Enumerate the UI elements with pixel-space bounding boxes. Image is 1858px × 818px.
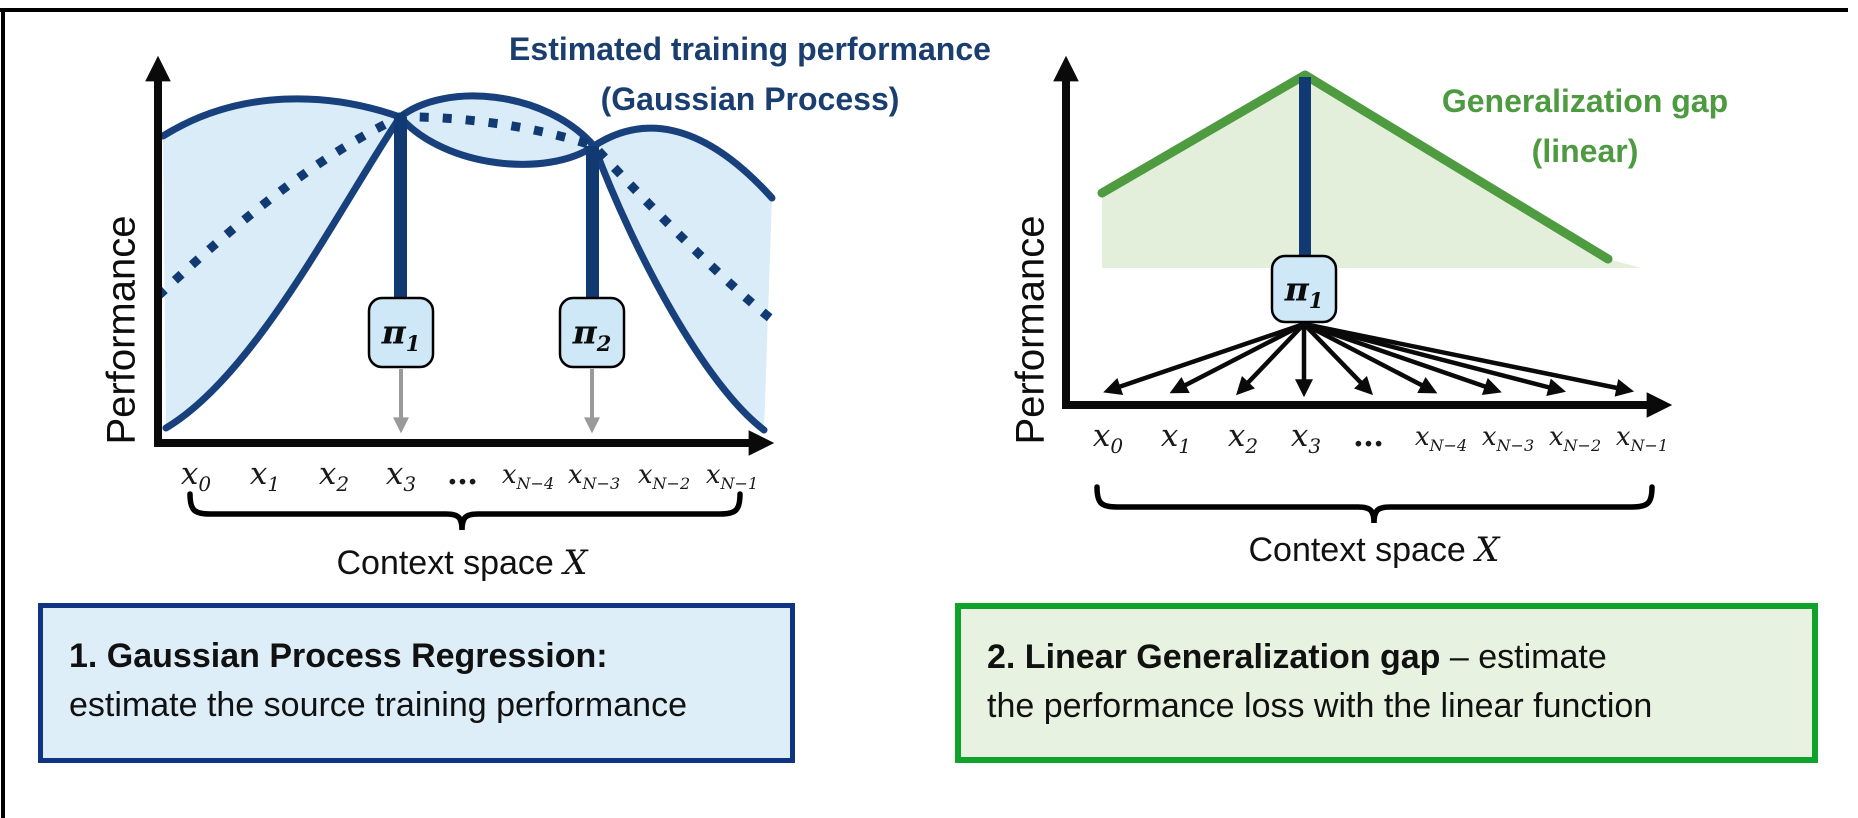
gp-panel-title: Estimated training performance (Gaussian… <box>420 24 1080 124</box>
tick-label: xN−1 <box>1615 422 1669 456</box>
policy1-box-right <box>1270 254 1338 324</box>
y-axis-label-right: Performance <box>1008 215 1053 445</box>
tick-label: xN−4 <box>1414 422 1468 456</box>
caption-gp-regression: 1. Gaussian Process Regression: estimate… <box>38 603 795 763</box>
gap-title-line2: (linear) <box>1531 133 1639 169</box>
caption-gap-line2: the performance loss with the linear fun… <box>987 687 1653 725</box>
tick-label: x3 <box>1290 418 1322 459</box>
gp-title-line1: Estimated training performance <box>509 31 991 67</box>
policy2-bar <box>586 146 599 301</box>
gp-uncertainty-band-right <box>594 128 772 430</box>
caption-generalization-gap: 2. Linear Generalization gap – estimate … <box>955 603 1818 763</box>
policy1-bar <box>394 117 407 301</box>
gp-upper-bound-curve <box>159 95 404 140</box>
gp-plot <box>145 55 776 531</box>
context-space-brace-right <box>1094 484 1655 524</box>
gap-title-line1: Generalization gap <box>1441 83 1729 119</box>
policy2-box <box>558 296 626 369</box>
context-space-label-right: Context space X <box>1248 530 1500 570</box>
gp-lens-top-curve <box>396 92 598 150</box>
policy1-box <box>367 296 435 369</box>
policy2-label: π2 <box>572 312 612 357</box>
tick-label: xN−2 <box>637 460 691 494</box>
policy1-bar-right <box>1299 77 1311 258</box>
context-space-label: Context space X <box>336 543 588 583</box>
tick-label-ellipsis: … <box>447 456 481 492</box>
caption-gp-line2: estimate the source training performance <box>69 686 687 724</box>
tick-label: x0 <box>180 456 212 497</box>
tick-label: x2 <box>318 456 350 497</box>
tick-label: xN−1 <box>705 460 759 494</box>
tick-label: x0 <box>1092 418 1124 459</box>
tick-label: x1 <box>249 456 281 497</box>
gp-title-line2: (Gaussian Process) <box>600 81 900 117</box>
gp-uncertainty-band-left <box>163 98 400 428</box>
tick-label: xN−3 <box>1481 422 1535 456</box>
tick-label-ellipsis: … <box>1353 418 1387 454</box>
gp-lower-bound-curve <box>162 113 404 432</box>
figure-frame-left <box>1 8 5 818</box>
tick-label: xN−4 <box>501 460 555 494</box>
tick-label: xN−3 <box>567 460 621 494</box>
gap-panel-title: Generalization gap (linear) <box>1330 76 1840 176</box>
tick-label: x3 <box>385 456 417 497</box>
gp-right-bottom-curve <box>590 142 768 434</box>
tick-label: x1 <box>1160 418 1192 459</box>
caption-gp-line1: 1. Gaussian Process Regression: <box>69 637 608 675</box>
policy1-label-right: π1 <box>1284 269 1324 314</box>
caption-gap-line1: 2. Linear Generalization gap – estimate <box>987 638 1607 676</box>
gp-right-top-curve <box>590 124 776 202</box>
context-space-brace <box>187 491 743 531</box>
context-fan-arrows <box>1103 321 1635 398</box>
gap-plot <box>1053 55 1673 524</box>
policy1-label: π1 <box>381 312 421 357</box>
gp-lens-bottom-curve <box>396 113 598 168</box>
gap-fill-region <box>1102 75 1641 268</box>
tick-label: x2 <box>1227 418 1259 459</box>
tick-label: xN−2 <box>1548 422 1602 456</box>
figure-frame-top <box>0 8 1848 12</box>
gap-linear-line <box>1097 70 1613 264</box>
y-axis-label: Performance <box>99 215 144 445</box>
